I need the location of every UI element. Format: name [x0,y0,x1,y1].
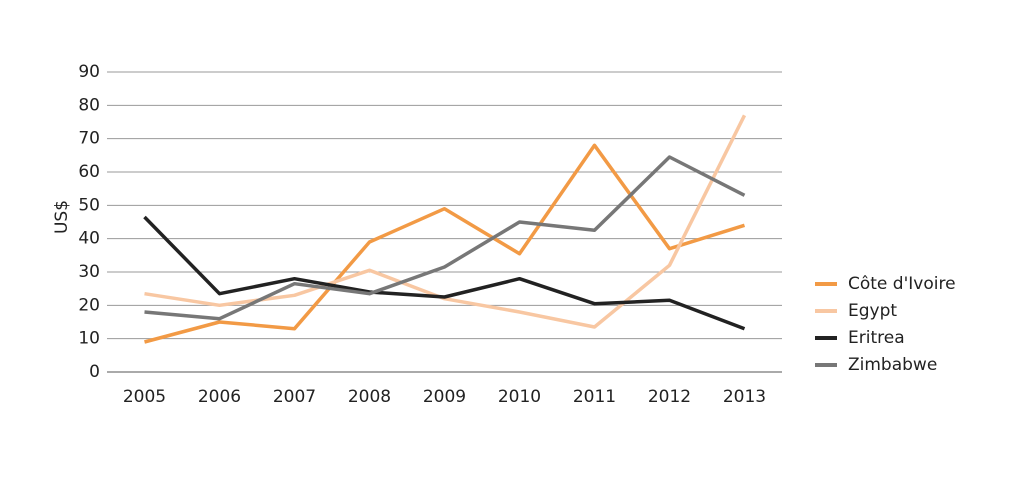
x-tick-label: 2012 [648,387,691,407]
legend-label-eritrea: Eritrea [848,328,905,348]
y-tick-label: 30 [78,262,100,282]
y-tick-label: 0 [89,362,100,382]
series-line-c-te-d-ivoire [144,143,746,344]
x-tick-label: 2013 [723,387,766,407]
y-tick-label: 90 [78,62,100,82]
x-tick-label: 2007 [273,387,316,407]
y-tick-label: 60 [78,162,100,182]
y-tick-label: 10 [78,329,100,349]
legend-label-egypt: Egypt [848,301,897,321]
y-tick-label: 50 [78,195,100,215]
x-tick-label: 2005 [123,387,166,407]
series-line-eritrea [143,215,746,331]
y-axis-label: US$ [52,200,72,234]
legend: Côte d'Ivoire Egypt Eritrea Zimbabwe [815,274,956,375]
legend-label-zimbabwe: Zimbabwe [848,355,937,375]
x-tick-label: 2010 [498,387,541,407]
y-axis-ticks: 0 10 20 30 40 50 60 70 80 90 [78,62,100,382]
x-tick-label: 2006 [198,387,241,407]
series-line-zimbabwe [144,155,746,321]
y-tick-label: 40 [78,229,100,249]
legend-label-c-te-d-ivoire: Côte d'Ivoire [848,274,956,294]
gridlines [107,71,782,373]
x-tick-label: 2008 [348,387,391,407]
y-tick-label: 80 [78,95,100,115]
x-tick-label: 2009 [423,387,466,407]
y-tick-label: 20 [78,295,100,315]
series-lines [143,114,747,344]
y-tick-label: 70 [78,129,100,149]
x-axis-ticks: 2005 2006 2007 2008 2009 2010 2011 2012 2013 [123,387,766,407]
x-tick-label: 2011 [573,387,616,407]
